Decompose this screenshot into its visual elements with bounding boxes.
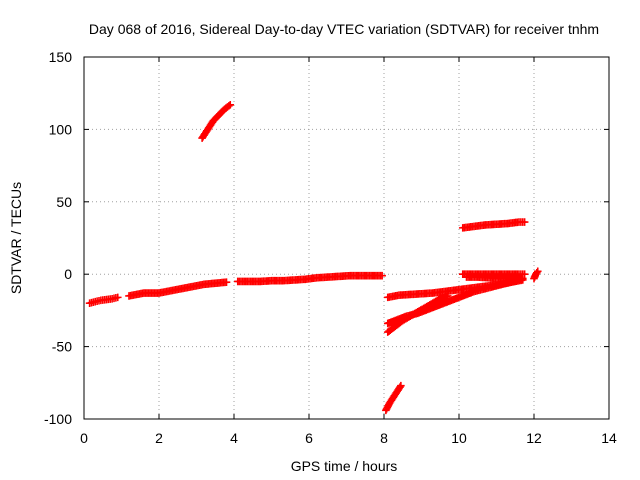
series-arc-3 xyxy=(198,100,235,142)
grid-lines xyxy=(84,57,609,419)
y-tick-label: 100 xyxy=(49,121,73,137)
x-tick-label: 6 xyxy=(305,430,313,446)
series-arc-2 xyxy=(125,278,231,300)
y-tick-label: 150 xyxy=(49,49,73,65)
x-tick-label: 2 xyxy=(155,430,163,446)
axis-ticks xyxy=(83,56,610,420)
series-arc-12 xyxy=(530,267,542,283)
series-arc-4 xyxy=(233,271,386,286)
y-tick-label: -100 xyxy=(44,411,72,427)
data-series xyxy=(85,100,542,415)
y-tick-label: 50 xyxy=(56,194,72,210)
data-point xyxy=(378,271,386,280)
x-tick-label: 10 xyxy=(451,430,467,446)
x-tick-label: 4 xyxy=(230,430,238,446)
data-point xyxy=(222,278,231,286)
x-tick-label: 12 xyxy=(526,430,542,446)
x-tick-label: 14 xyxy=(601,430,617,446)
data-point xyxy=(113,293,122,302)
data-point xyxy=(397,381,405,390)
data-point xyxy=(226,100,235,109)
data-point xyxy=(520,218,529,226)
data-point xyxy=(443,292,452,300)
y-tick-label: 0 xyxy=(64,266,72,282)
series-arc-11 xyxy=(462,273,527,283)
data-point xyxy=(518,274,527,283)
x-axis-tick-labels: 0 2 4 6 8 10 12 14 xyxy=(80,430,617,446)
y-axis-tick-labels: -100 -50 0 50 100 150 xyxy=(44,49,72,427)
x-axis-label: GPS time / hours xyxy=(291,458,398,474)
data-point xyxy=(533,267,542,276)
y-tick-label: -50 xyxy=(52,339,72,355)
series-arc-5 xyxy=(382,381,405,415)
plot-area xyxy=(83,56,610,420)
y-axis-label: SDTVAR / TECUs xyxy=(8,182,24,294)
series-arc-8 xyxy=(383,292,452,336)
data-point xyxy=(520,270,529,278)
series-arc-9 xyxy=(458,218,529,232)
x-tick-label: 8 xyxy=(380,430,388,446)
series-arc-1 xyxy=(85,293,122,307)
x-tick-label: 0 xyxy=(80,430,88,446)
chart-title: Day 068 of 2016, Sidereal Day-to-day VTE… xyxy=(89,21,599,37)
